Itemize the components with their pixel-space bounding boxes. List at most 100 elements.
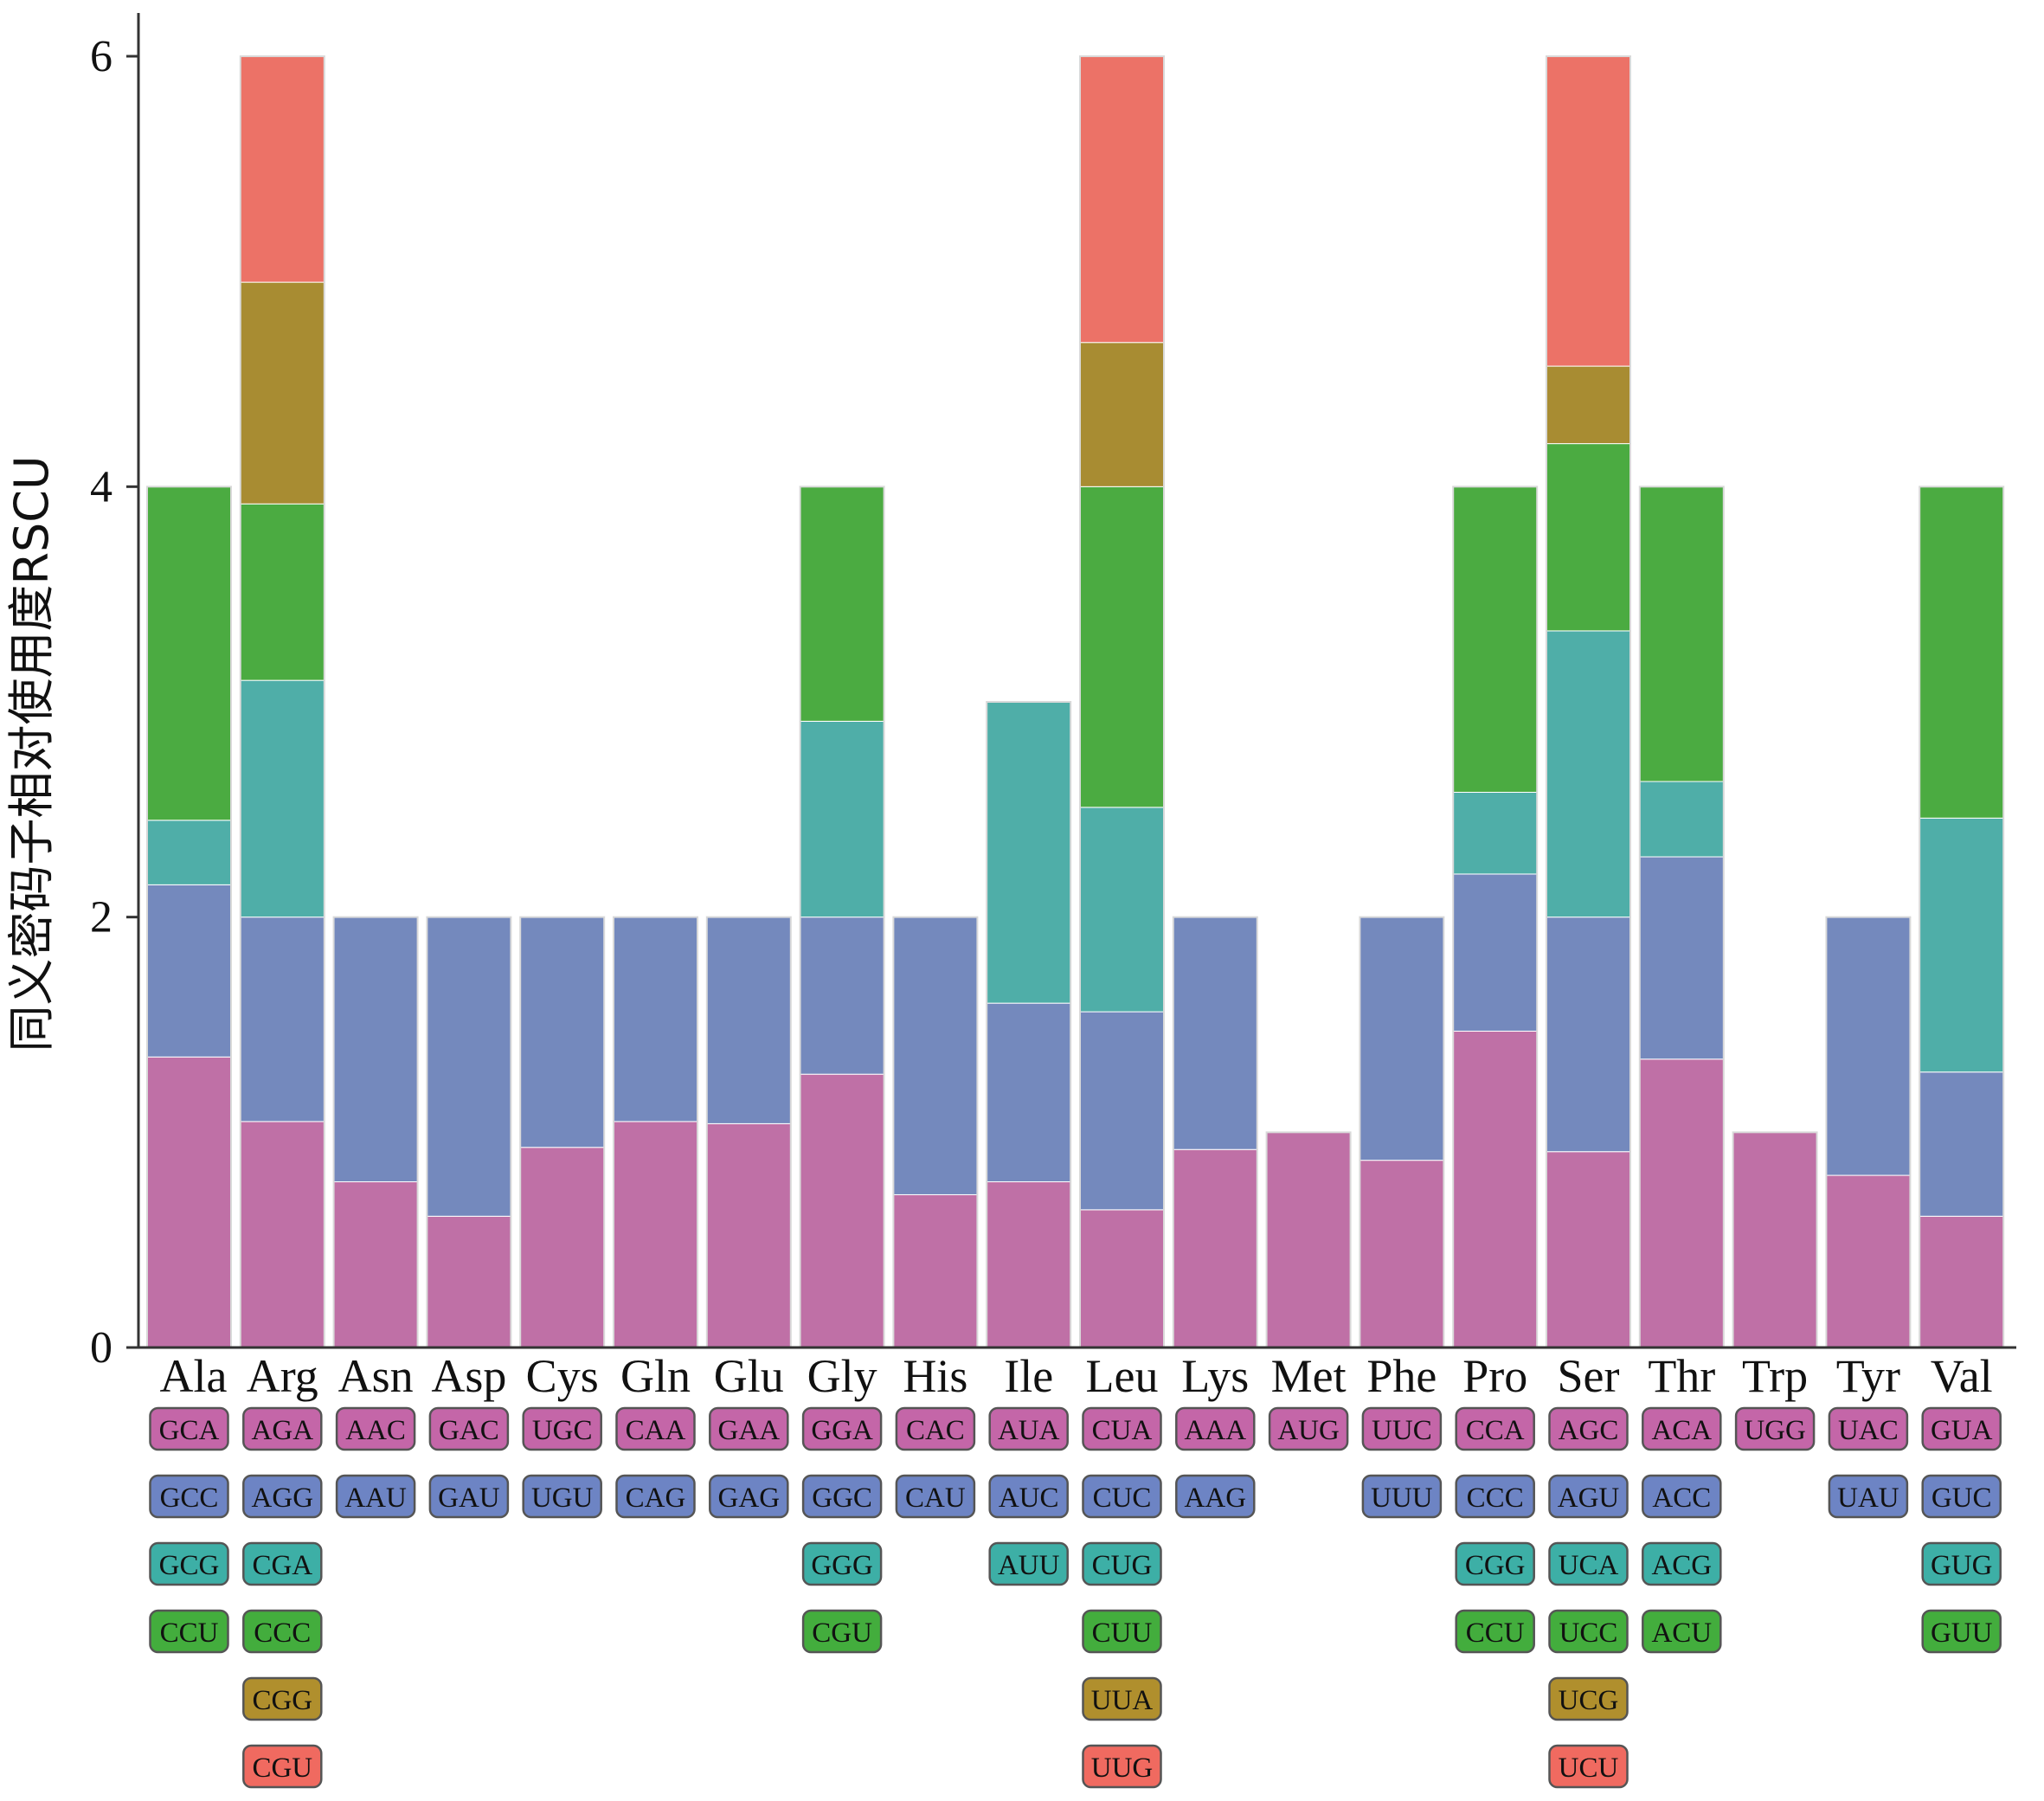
- codon-tile: UUA: [1082, 1676, 1162, 1721]
- codon-tile-label: AAG: [1185, 1483, 1247, 1514]
- bar-segment-aaa: [1173, 1148, 1258, 1348]
- codon-tile-label: AAU: [344, 1483, 407, 1514]
- bar-segment-aua: [986, 1181, 1071, 1348]
- codon-tile: AGG: [242, 1474, 323, 1519]
- bar-segment-cug: [1079, 807, 1165, 1013]
- codon-tile-label: CAA: [626, 1415, 686, 1446]
- codon-tile-label: CUC: [1093, 1483, 1152, 1514]
- bar-segment-gaa: [706, 1122, 792, 1348]
- codon-tile-label: GGC: [812, 1483, 872, 1514]
- codon-tile-label: CCC: [254, 1618, 311, 1649]
- bar-segment-caa: [613, 1121, 698, 1348]
- codon-tile-box: [801, 1474, 883, 1519]
- codon-tile-box: [1921, 1406, 2002, 1451]
- codon-tile: GAC: [428, 1406, 510, 1451]
- bar-segment-cgu: [800, 486, 885, 722]
- bar-thr: [1638, 486, 1725, 1348]
- codon-tile-box: [149, 1541, 229, 1586]
- codon-tile-label: UAC: [1838, 1415, 1899, 1446]
- codon-tile-box: [242, 1676, 323, 1721]
- bar-segment-agg: [240, 917, 325, 1122]
- y-tick-label: 6: [90, 32, 112, 81]
- codon-tile-label: GGA: [811, 1415, 873, 1446]
- codon-tile-box: [149, 1406, 229, 1451]
- codon-tile-box: [1361, 1406, 1443, 1451]
- codon-tile-label: CGU: [812, 1618, 872, 1649]
- bar-segment-agc: [1546, 1151, 1631, 1348]
- bar-segment-cgu: [240, 55, 325, 283]
- codon-tile: UCG: [1548, 1676, 1629, 1721]
- bar-ile: [986, 701, 1072, 1348]
- bar-segment-uua: [1079, 342, 1165, 487]
- x-tick-label: Met: [1271, 1350, 1347, 1402]
- bar-segment-uau: [1825, 917, 1911, 1176]
- bar-segment-gca: [146, 1056, 232, 1348]
- bar-pro: [1452, 486, 1539, 1348]
- codon-tile: AAU: [335, 1474, 416, 1519]
- codon-tile: CUG: [1082, 1541, 1162, 1586]
- codon-tile-box: [988, 1406, 1069, 1451]
- codon-tile: CAU: [895, 1474, 976, 1519]
- codon-tile-box: [1361, 1474, 1443, 1519]
- codon-tile: CUC: [1082, 1474, 1162, 1519]
- bar-segment-aag: [1173, 917, 1258, 1150]
- codon-tile: CCA: [1455, 1406, 1535, 1451]
- codon-tile-box: [1082, 1406, 1162, 1451]
- bar-segment-ccc: [1452, 873, 1538, 1032]
- codon-tile-box: [149, 1474, 229, 1519]
- codon-tile-box: [149, 1609, 229, 1654]
- codon-tile-box: [988, 1474, 1069, 1519]
- codon-tile: ACA: [1642, 1406, 1722, 1451]
- codon-tile: CCC: [242, 1609, 323, 1654]
- codon-tile-label: AUG: [1277, 1415, 1340, 1446]
- codon-tile: AGA: [242, 1406, 323, 1451]
- codon-tile: CUA: [1082, 1406, 1162, 1451]
- codon-tile-box: [1455, 1609, 1535, 1654]
- bar-gly: [799, 486, 885, 1348]
- codon-tile-box: [1921, 1474, 2002, 1519]
- codon-tile-box: [1642, 1406, 1722, 1451]
- codon-tile: UUG: [1082, 1744, 1162, 1789]
- codon-tile-box: [1734, 1406, 1816, 1451]
- bar-segment-aau: [333, 917, 419, 1183]
- bar-segment-cac: [892, 1193, 978, 1348]
- codon-tile-box: [428, 1474, 510, 1519]
- x-tick-label: Gly: [807, 1350, 877, 1402]
- codon-legend-tiles: GCA GCC GCG CCU AGA AGG CGA CCC CGG CGU AAC AAU GAC G…: [149, 1406, 2002, 1789]
- codon-tile-label: GCC: [160, 1483, 219, 1514]
- codon-tile: CUU: [1082, 1609, 1162, 1654]
- codon-tile: CGA: [242, 1541, 323, 1586]
- bar-segment-ucu: [1546, 55, 1631, 367]
- x-tick-label: Thr: [1648, 1350, 1715, 1402]
- x-tick-label: Val: [1931, 1350, 1993, 1402]
- codon-tile-label: GUC: [1932, 1483, 1992, 1514]
- codon-tile: GAA: [709, 1406, 789, 1451]
- bar-segment-ugc: [519, 1147, 605, 1348]
- codon-tile-box: [1082, 1744, 1162, 1789]
- bar-segment-gug: [1919, 817, 2004, 1073]
- codon-tile: CGG: [242, 1676, 323, 1721]
- bar-asp: [426, 916, 512, 1348]
- codon-tile-box: [1642, 1609, 1722, 1654]
- bar-segment-uuc: [1359, 1160, 1444, 1348]
- codon-tile: UUU: [1361, 1474, 1443, 1519]
- x-tick-label: Ala: [160, 1350, 228, 1402]
- codon-tile: GAU: [428, 1474, 510, 1519]
- bar-segment-cca: [1452, 1030, 1538, 1348]
- bar-segment-guu: [1919, 486, 2004, 819]
- x-tick-label: Phe: [1366, 1350, 1437, 1402]
- bar-lys: [1172, 916, 1258, 1348]
- codon-tile-label: CCA: [1466, 1415, 1525, 1446]
- codon-tile: UUC: [1361, 1406, 1443, 1451]
- codon-tile-label: CGA: [252, 1550, 312, 1581]
- bar-ser: [1546, 55, 1631, 1348]
- codon-tile-box: [1548, 1406, 1629, 1451]
- codon-tile-label: GAA: [718, 1415, 781, 1446]
- codon-tile: GCG: [149, 1541, 229, 1586]
- x-tick-label: Gln: [620, 1350, 691, 1402]
- codon-tile-label: GGG: [811, 1550, 873, 1581]
- bar-segment-gac: [426, 1215, 511, 1348]
- bar-segment-acg: [1639, 781, 1725, 858]
- codon-tile: CAG: [615, 1474, 696, 1519]
- bar-segment-aac: [333, 1181, 419, 1348]
